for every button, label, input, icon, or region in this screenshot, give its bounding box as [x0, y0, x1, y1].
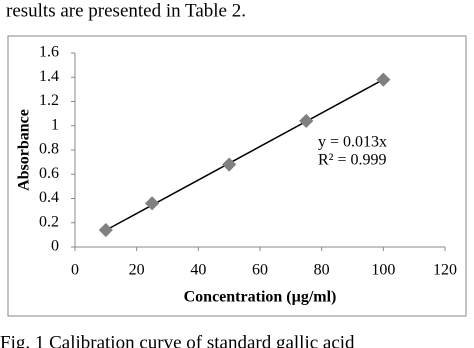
caption: Fig. 1 Calibration curve of standard gal…	[0, 332, 355, 348]
top-text: results are presented in Table 2.	[6, 0, 246, 21]
y-tick-label: 1.4	[39, 68, 59, 85]
annotation: R² = 0.999	[318, 152, 387, 169]
y-tick-label: 0	[51, 238, 59, 255]
annotation: y = 0.013x	[318, 134, 387, 151]
y-axis-label: Absorbance	[16, 109, 33, 191]
x-tick-label: 20	[129, 262, 145, 279]
x-tick-label: 100	[371, 262, 395, 279]
point	[145, 196, 160, 211]
x-tick-label: 40	[190, 262, 206, 279]
y-tick-label: 0.6	[39, 165, 59, 182]
point	[299, 113, 314, 128]
point	[376, 72, 391, 87]
x-tick-label: 120	[433, 262, 457, 279]
chart-frame	[7, 35, 467, 317]
y-tick-label: 1.6	[39, 44, 59, 61]
point	[222, 157, 237, 172]
x-axis-label: Concentration (µg/ml)	[184, 289, 337, 306]
x-tick-label: 60	[252, 262, 268, 279]
y-tick-label: 1	[51, 116, 59, 133]
point	[98, 222, 113, 238]
x-tick-label: 0	[71, 262, 79, 279]
y-tick-label: 0.4	[39, 189, 59, 206]
y-tick-label: 1.2	[39, 92, 59, 109]
x-tick-label: 80	[314, 262, 330, 279]
y-tick-label: 0.2	[39, 213, 59, 230]
y-tick-label: 0.8	[39, 141, 59, 158]
